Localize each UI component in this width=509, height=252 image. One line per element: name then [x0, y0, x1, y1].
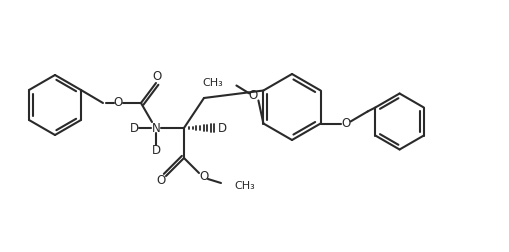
- Text: CH₃: CH₃: [203, 79, 223, 88]
- Text: O: O: [152, 71, 161, 83]
- Text: CH₃: CH₃: [234, 181, 254, 191]
- Text: D: D: [217, 121, 227, 135]
- Text: O: O: [200, 170, 209, 182]
- Text: O: O: [156, 174, 165, 187]
- Text: O: O: [249, 89, 258, 102]
- Text: D: D: [151, 143, 160, 156]
- Text: D: D: [129, 121, 138, 135]
- Text: N: N: [152, 121, 160, 135]
- Text: O: O: [341, 117, 350, 130]
- Text: O: O: [114, 97, 123, 110]
